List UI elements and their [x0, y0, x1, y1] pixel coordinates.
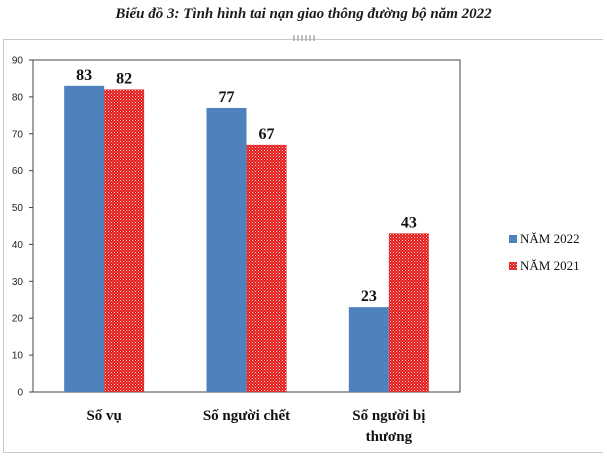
x-category-label: thương	[366, 429, 413, 445]
y-tick-label: 70	[12, 129, 24, 140]
bar-2022	[64, 85, 105, 393]
resize-handle[interactable]	[293, 35, 315, 41]
data-label: 83	[76, 67, 92, 84]
y-tick-label: 40	[12, 240, 24, 251]
legend-label: NĂM 2021	[520, 258, 580, 273]
x-category-label: Số vụ	[86, 408, 121, 424]
bar-2021	[388, 233, 429, 392]
data-label: 67	[259, 126, 275, 143]
bar-2021	[104, 89, 145, 392]
y-tick-label: 90	[12, 56, 24, 67]
data-label: 23	[361, 288, 377, 305]
y-tick-label: 20	[12, 314, 24, 325]
y-tick-label: 10	[12, 351, 24, 362]
x-category-label: Số người chết	[203, 408, 290, 424]
y-tick-label: 50	[12, 203, 24, 214]
legend-swatch	[509, 262, 517, 270]
data-label: 77	[219, 89, 235, 106]
legend-swatch	[509, 235, 517, 243]
data-label: 82	[116, 71, 132, 88]
chart-title: Biểu đồ 3: Tình hình tai nạn giao thông …	[115, 6, 492, 22]
bar-2021	[246, 144, 287, 392]
legend-label: NĂM 2022	[520, 231, 580, 246]
y-tick-label: 80	[12, 92, 24, 103]
bar-2022	[348, 307, 389, 392]
y-tick-label: 30	[12, 277, 24, 288]
y-tick-label: 0	[17, 388, 23, 399]
x-category-label: Số người bị	[352, 408, 425, 424]
data-label: 43	[401, 214, 417, 231]
y-tick-label: 60	[12, 166, 24, 177]
bar-2022	[206, 107, 247, 392]
